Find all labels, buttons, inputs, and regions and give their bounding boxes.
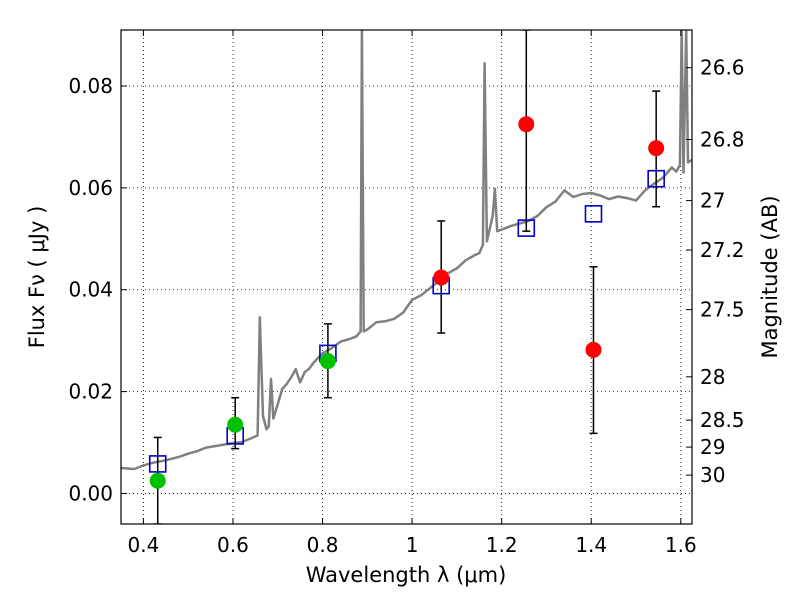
x-tick-label: 1.4: [575, 533, 607, 557]
model-photometry-square: [647, 169, 665, 188]
mag-tick-label: 28: [700, 365, 725, 389]
y-tick-label: 0.02: [68, 380, 113, 404]
model-photometry-square: [517, 219, 536, 237]
observed-flux-point: [319, 353, 336, 370]
observed-flux-point: [648, 140, 665, 157]
grid-layer: [121, 30, 692, 524]
mag-tick-label: 29: [700, 435, 725, 459]
observed-flux-point: [518, 116, 535, 133]
model-photometry-square: [148, 455, 167, 473]
observed-flux-point: [433, 269, 450, 286]
mag-tick-label: 28.5: [700, 408, 745, 432]
mag-tick-label: 26.6: [700, 56, 745, 80]
observed-flux-point: [227, 416, 244, 433]
x-tick-label: 0.6: [217, 533, 249, 557]
model-photometry-square: [584, 205, 603, 223]
model-spectrum-line: [121, 30, 692, 471]
y-tick-label: 0.04: [68, 278, 113, 302]
mag-tick-label: 27.5: [700, 298, 745, 322]
mag-tick-label: 27: [700, 189, 725, 213]
observed-flux-point: [149, 472, 166, 489]
plot-frame: [120, 29, 693, 525]
x-axis-label: Wavelength λ (μm): [306, 563, 507, 587]
mag-tick-label: 26.8: [700, 127, 745, 151]
right-axis-label: Magnitude (AB): [758, 195, 782, 358]
y-axis-label: Flux Fν ( μJy ): [25, 206, 49, 349]
x-tick-label: 1.2: [486, 533, 518, 557]
data-layer: [121, 30, 692, 524]
tick-layer: 0.4 0.6 0.8 1 1.2 1.4 1.6 0.00 0.02 0.04 0.06 0.08 2…: [68, 30, 745, 557]
y-tick-label: 0.00: [68, 481, 113, 505]
y-tick-label: 0.06: [68, 176, 113, 200]
mag-tick-label: 30: [700, 463, 725, 487]
x-tick-label: 0.4: [127, 533, 159, 557]
mag-tick-label: 27.2: [700, 238, 745, 262]
observed-flux-point: [585, 341, 602, 358]
x-tick-label: 0.8: [307, 533, 339, 557]
y-tick-label: 0.08: [68, 74, 113, 98]
x-tick-label: 1.6: [665, 533, 697, 557]
x-tick-label: 1: [406, 533, 419, 557]
